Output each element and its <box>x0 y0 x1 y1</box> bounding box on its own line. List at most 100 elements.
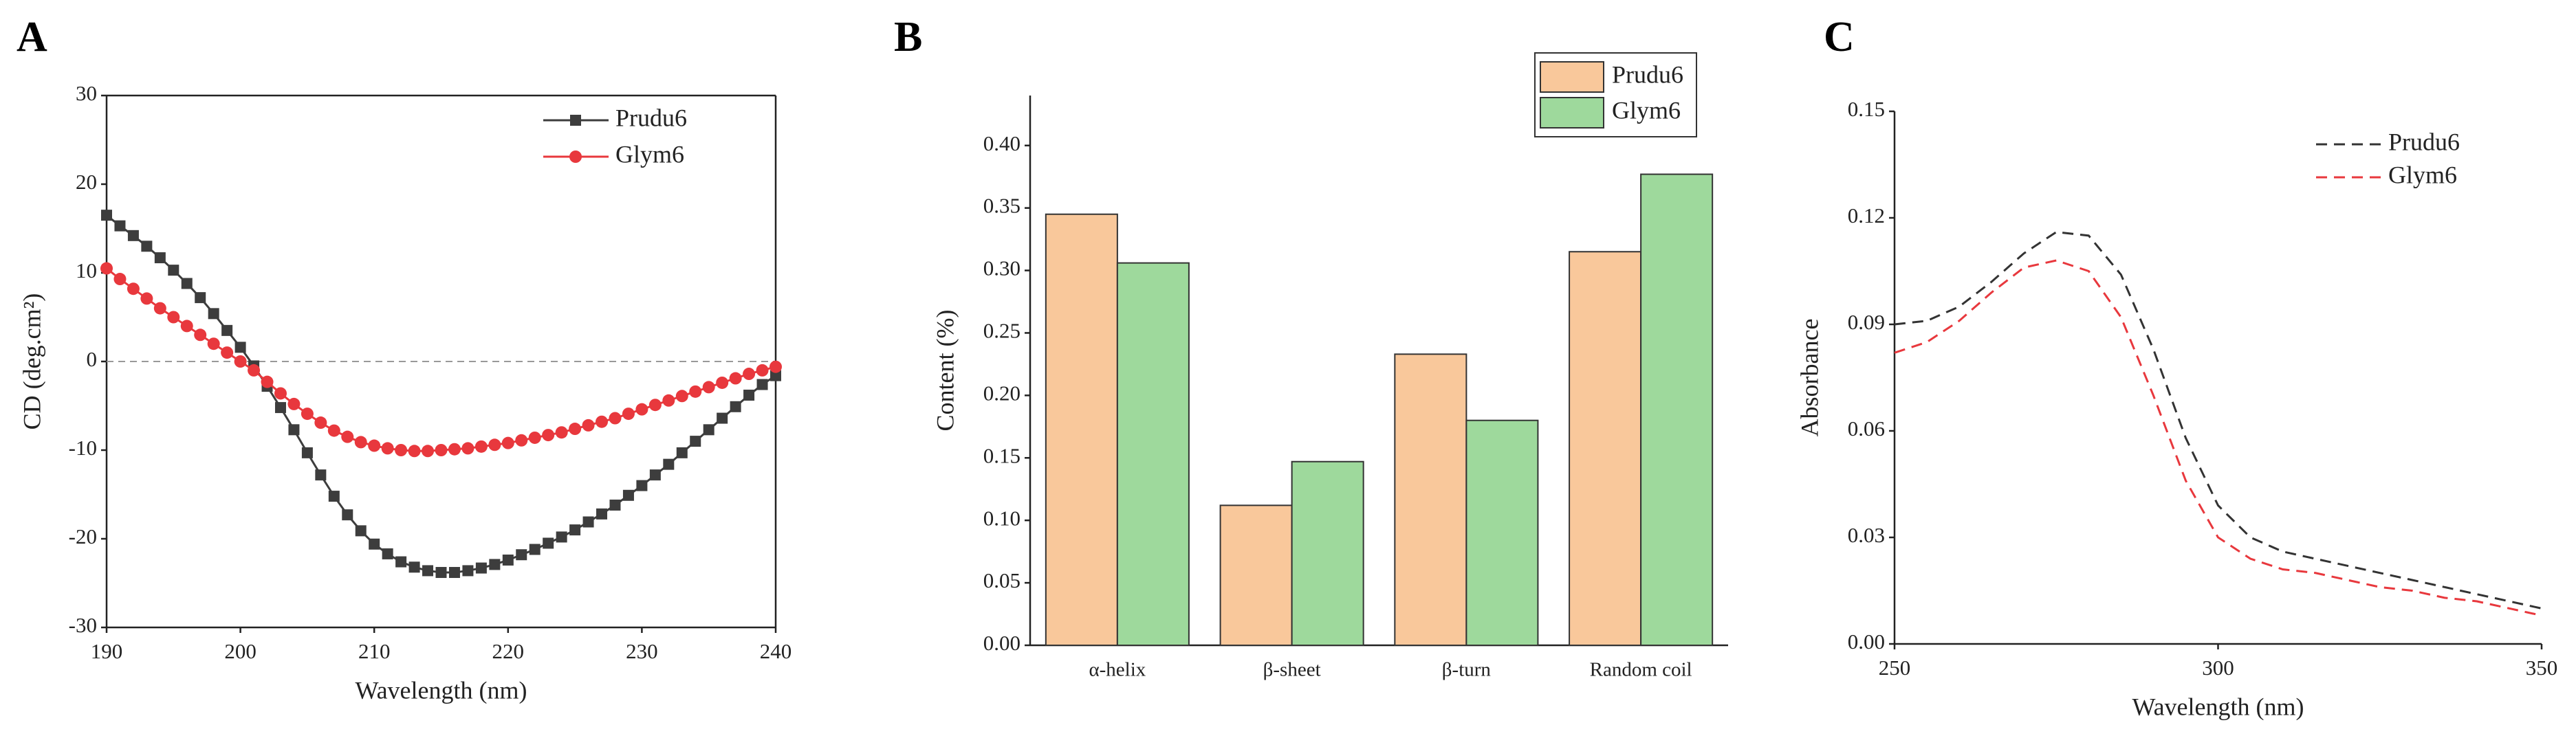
legend-label: Prudu6 <box>2388 128 2460 155</box>
bar <box>1291 460 1364 647</box>
x-tick-label: 200 <box>224 639 256 663</box>
y-tick-label: 0.05 <box>983 568 1020 592</box>
marker <box>675 390 688 403</box>
marker <box>274 387 287 400</box>
marker <box>743 390 755 401</box>
legend-marker <box>569 150 582 163</box>
marker <box>542 429 555 442</box>
marker <box>756 379 768 390</box>
marker <box>341 430 354 443</box>
marker <box>301 447 313 458</box>
marker <box>395 556 407 568</box>
marker <box>127 230 139 241</box>
marker <box>662 394 675 407</box>
bar <box>1045 213 1118 646</box>
marker <box>502 554 514 566</box>
x-tick-label: 240 <box>760 639 792 663</box>
y-tick-label: 0.15 <box>983 443 1020 467</box>
marker <box>689 385 702 398</box>
marker <box>515 434 528 447</box>
y-tick-label: 0.40 <box>983 131 1020 155</box>
legend-label: Glym6 <box>1612 96 1681 124</box>
marker <box>676 447 688 458</box>
marker <box>729 372 742 385</box>
marker <box>528 431 541 444</box>
marker <box>382 548 393 559</box>
panel-letter: B <box>894 14 922 60</box>
marker <box>609 412 622 425</box>
x-tick-label: α-helix <box>1089 659 1146 681</box>
bar <box>1116 262 1190 646</box>
marker <box>113 273 127 286</box>
x-tick-label: 250 <box>1879 656 1911 680</box>
marker <box>369 538 380 550</box>
series-line <box>106 214 776 574</box>
marker <box>408 445 421 458</box>
marker <box>501 436 514 449</box>
marker <box>474 440 488 453</box>
legend-marker <box>570 115 581 126</box>
marker <box>435 567 447 579</box>
bar <box>1569 251 1642 647</box>
y-tick-label: 0.06 <box>1848 416 1885 441</box>
marker <box>354 436 367 449</box>
y-tick-label: 0.20 <box>983 381 1020 405</box>
marker <box>690 436 701 447</box>
marker <box>448 567 460 579</box>
panel-letter: A <box>17 14 47 60</box>
marker <box>167 311 180 324</box>
marker <box>234 342 246 353</box>
marker <box>288 424 300 436</box>
marker <box>488 438 501 451</box>
y-axis-title: Content (%) <box>931 310 959 432</box>
bar <box>1394 353 1467 646</box>
x-tick-label: 350 <box>2526 656 2558 680</box>
y-tick-label: 0.09 <box>1848 310 1885 334</box>
y-tick-label: 20 <box>76 170 97 194</box>
marker <box>461 442 474 455</box>
x-tick-label: 230 <box>626 639 658 663</box>
marker <box>100 262 113 275</box>
marker <box>448 443 461 456</box>
marker <box>101 210 112 221</box>
legend-label: Prudu6 <box>615 104 687 131</box>
y-tick-label: 0.15 <box>1848 97 1885 121</box>
marker <box>207 337 220 350</box>
x-tick-label: Random coil <box>1590 659 1692 681</box>
y-tick-label: 0.35 <box>983 194 1020 218</box>
y-axis-title: CD (deg.cm²) <box>18 293 45 430</box>
marker <box>555 426 568 439</box>
marker <box>730 401 741 412</box>
marker <box>462 565 474 577</box>
marker <box>381 442 394 455</box>
marker <box>596 415 609 428</box>
bar <box>1219 504 1293 647</box>
x-tick-label: 210 <box>358 639 391 663</box>
marker <box>221 346 234 359</box>
marker <box>529 544 541 555</box>
marker <box>195 292 206 304</box>
marker <box>153 302 166 315</box>
y-tick-label: -10 <box>69 436 97 460</box>
y-tick-label: 0.00 <box>1848 629 1885 654</box>
x-tick-label: 190 <box>91 639 123 663</box>
marker <box>422 445 435 458</box>
x-tick-label: 220 <box>492 639 525 663</box>
marker <box>743 368 756 381</box>
marker <box>475 562 487 574</box>
marker <box>355 525 367 537</box>
marker <box>194 328 207 342</box>
marker <box>141 241 153 252</box>
marker <box>516 549 527 561</box>
marker <box>769 360 782 373</box>
y-tick-label: 0 <box>87 347 98 371</box>
x-tick-label: β-turn <box>1442 659 1492 681</box>
marker <box>569 423 582 436</box>
marker <box>609 499 621 511</box>
bar <box>1640 173 1714 646</box>
marker <box>114 220 126 232</box>
x-tick-label: β-sheet <box>1263 659 1321 681</box>
marker <box>648 399 662 412</box>
marker <box>422 565 434 577</box>
